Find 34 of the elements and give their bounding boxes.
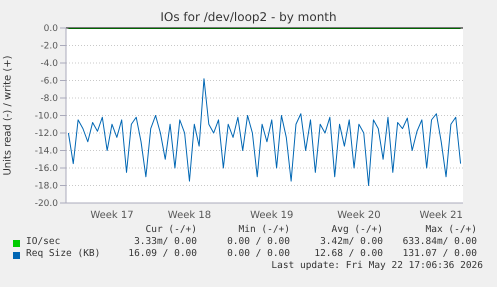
- text: 3.33m/ 0.00: [134, 236, 197, 247]
- y-tick-label: -14.0: [34, 146, 58, 157]
- y-tick-label: -18.0: [34, 182, 58, 192]
- text: 3.42m/ 0.00: [320, 236, 383, 247]
- x-tick-label: Week 17: [90, 210, 134, 222]
- y-tick-label: -6.0: [40, 76, 58, 87]
- y-tick-label: 0.0: [44, 24, 58, 34]
- x-tick-label: Week 21: [420, 210, 463, 222]
- text: 16.09 / 0.00: [128, 248, 197, 259]
- x-tick-label: Week 19: [250, 210, 294, 222]
- y-tick-label: -20.0: [34, 199, 58, 210]
- text: Last update: Fri May 22 17:06:36 2026: [271, 260, 483, 271]
- y-tick-label: -12.0: [34, 129, 58, 140]
- text: Cur (-/+): [146, 224, 197, 235]
- text: 633.84m/ 0.00: [402, 236, 477, 247]
- y-tick-label: -8.0: [40, 94, 58, 104]
- text: 0.00 / 0.00: [227, 248, 290, 259]
- text: Max (-/+): [426, 224, 477, 235]
- text: Avg (-/+): [332, 224, 383, 235]
- y-tick-label: -10.0: [34, 112, 58, 122]
- y-tick-label: -4.0: [40, 59, 58, 70]
- x-tick-label: Week 20: [337, 210, 381, 222]
- text: Min (-/+): [238, 224, 290, 235]
- text: 12.68 / 0.00: [314, 248, 383, 259]
- legend-label: IO/sec: [26, 236, 60, 247]
- text: 131.07 / 0.00: [402, 248, 477, 259]
- legend-label: Req Size (KB): [26, 248, 100, 259]
- chart-title: IOs for /dev/loop2 - by month: [159, 10, 338, 24]
- y-axis-title: Units read (-) / write (+): [2, 55, 14, 176]
- y-tick-label: -16.0: [34, 164, 58, 174]
- y-tick-label: -2.0: [40, 42, 58, 52]
- text: 0.00 / 0.00: [227, 236, 290, 247]
- line-series: [68, 78, 462, 186]
- x-tick-label: Week 18: [168, 210, 212, 222]
